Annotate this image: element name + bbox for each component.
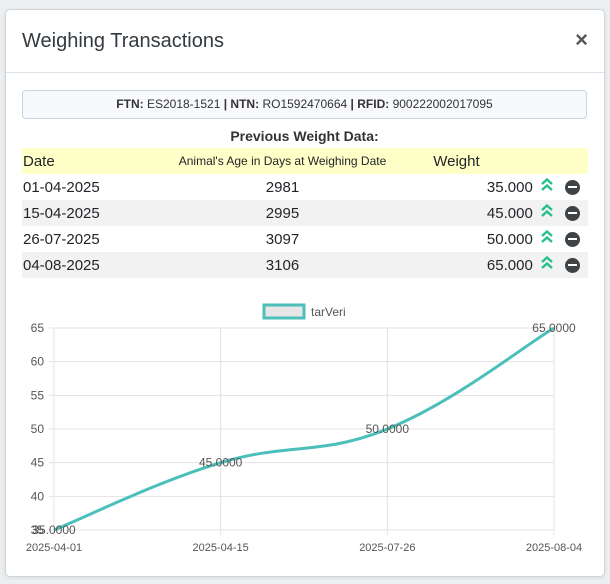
y-tick-label: 50 [31, 422, 45, 436]
double-chevron-up-icon[interactable] [541, 229, 553, 248]
ntn-value: RO1592470664 [262, 97, 348, 111]
table-header-row: Date Animal's Age in Days at Weighing Da… [22, 148, 588, 174]
double-chevron-up-icon[interactable] [541, 255, 553, 274]
minus-circle-icon[interactable] [564, 179, 580, 195]
ftn-value: ES2018-1521 [146, 97, 221, 111]
column-header-weight: Weight [398, 148, 539, 174]
y-tick-label: 40 [31, 489, 45, 503]
row-date: 01-04-2025 [23, 178, 100, 196]
data-label: 50.0000 [366, 422, 410, 436]
data-label: 65.0000 [532, 321, 576, 335]
table-row: 15-04-2025 2995 45.000 [22, 200, 588, 226]
weighing-modal: Weighing Transactions × FTN: ES2018-1521… [5, 9, 605, 577]
modal-header: Weighing Transactions × [6, 10, 604, 73]
separator: | [223, 97, 228, 111]
row-age: 3106 [166, 252, 399, 278]
row-age: 2995 [166, 200, 399, 226]
row-actions [538, 200, 588, 226]
table-row: 26-07-2025 3097 50.000 [22, 226, 588, 252]
legend-swatch [262, 303, 306, 320]
x-tick-label: 2025-07-26 [359, 542, 415, 554]
row-date: 26-07-2025 [23, 230, 100, 248]
y-tick-label: 45 [31, 456, 45, 470]
row-age: 2981 [265, 178, 300, 196]
y-tick-label: 35 [31, 523, 45, 537]
y-tick-label: 60 [31, 355, 45, 369]
rfid-label: RFID: [357, 97, 390, 111]
double-chevron-up-icon[interactable] [541, 177, 553, 196]
minus-circle-icon[interactable] [564, 231, 580, 247]
data-label: 45.0000 [199, 456, 243, 470]
weights-table: Date Animal's Age in Days at Weighing Da… [22, 148, 588, 278]
row-date: 04-08-2025 [22, 252, 167, 278]
chart-svg: 35 40 45 50 55 60 65 2025-04-01 2025-04-15 2025-0… [26, 303, 582, 554]
column-header-date: Date [22, 148, 167, 174]
y-tick-label: 55 [31, 388, 45, 402]
row-weight: 45.000 [398, 200, 539, 226]
row-actions [538, 252, 588, 278]
row-age: 3097 [265, 230, 300, 248]
row-weight: 65.000 [398, 252, 539, 278]
x-tick-label: 2025-08-04 [526, 542, 582, 554]
identifier-box: FTN: ES2018-1521 | NTN: RO1592470664 | R… [22, 90, 587, 119]
row-date: 15-04-2025 [22, 200, 167, 226]
column-header-age: Animal's Age in Days at Weighing Date [166, 148, 399, 174]
row-weight: 50.000 [486, 230, 533, 248]
row-actions [539, 226, 588, 252]
legend-label: tarVeri [311, 305, 346, 319]
modal-title: Weighing Transactions [22, 30, 224, 52]
close-icon[interactable]: × [575, 27, 588, 52]
y-tick-label: 65 [31, 321, 45, 335]
row-actions [539, 174, 588, 200]
series-line [53, 326, 555, 532]
rfid-value: 900222002017095 [392, 97, 493, 111]
minus-circle-icon[interactable] [564, 257, 580, 273]
double-chevron-up-icon[interactable] [541, 203, 553, 222]
column-header-actions [538, 148, 588, 174]
ftn-label: FTN: [116, 97, 144, 111]
row-weight: 35.000 [486, 178, 533, 196]
ntn-label: NTN: [230, 97, 260, 111]
separator: | [350, 97, 354, 111]
x-tick-label: 2025-04-15 [193, 542, 249, 554]
section-title: Previous Weight Data: [230, 128, 379, 144]
table-row: 04-08-2025 3106 65.000 [22, 252, 588, 278]
data-label: 35.0000 [32, 523, 76, 537]
minus-circle-icon[interactable] [564, 205, 580, 221]
x-tick-label: 2025-04-01 [26, 542, 82, 554]
table-row: 01-04-2025 2981 35.000 [22, 174, 588, 200]
weight-chart: 35 40 45 50 55 60 65 2025-04-01 2025-04-15 2025-0… [6, 290, 604, 560]
